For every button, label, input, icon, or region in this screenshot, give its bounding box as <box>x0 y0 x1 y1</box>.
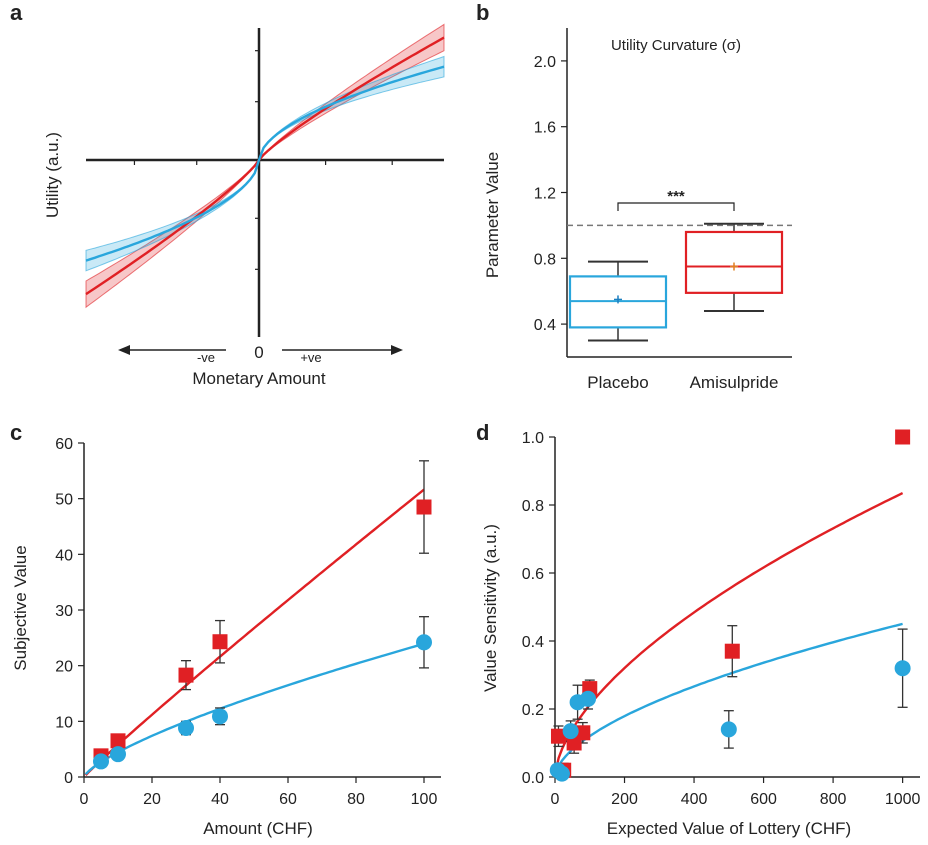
panel-d-x-tick-label: 600 <box>750 791 777 808</box>
panel-c-fit-line-amisulpride <box>84 488 425 776</box>
panel-d-y-tick-label: 0.4 <box>522 634 544 651</box>
panel-d-point-circle <box>580 690 597 707</box>
panel-label-d: d <box>476 420 489 445</box>
panel-b-ylabel: Parameter Value <box>483 152 502 278</box>
panel-a-xlabel: Monetary Amount <box>192 369 326 388</box>
panel-a-band-placebo <box>85 55 445 272</box>
panel-c-x-tick-label: 100 <box>411 791 438 808</box>
panel-c-x-tick-label: 20 <box>143 791 161 808</box>
panel-label-c: c <box>10 420 22 445</box>
panel-d-point-square <box>724 643 740 659</box>
panel-label-a: a <box>10 0 23 25</box>
panel-c-point-circle <box>178 720 194 737</box>
panel-a-utility-chart: -ve 0 +ve Monetary Amount Utility (a.u.) <box>43 23 445 388</box>
panel-a-band-amisulpride <box>85 23 445 309</box>
panel-c-y-tick-label: 30 <box>55 603 73 620</box>
panel-d-ylabel: Value Sensitivity (a.u.) <box>481 524 500 692</box>
panel-c-y-tick-label: 60 <box>55 436 73 453</box>
panel-c-point-square <box>212 634 228 650</box>
panel-a-neg-arrowhead <box>118 345 130 355</box>
panel-b-significance-label: *** <box>667 188 685 205</box>
panel-c-point-square <box>416 499 432 515</box>
panel-c-x-tick-label: 60 <box>279 791 297 808</box>
panel-d-point-square <box>575 725 591 741</box>
panel-c-point-circle <box>212 708 228 725</box>
panel-d-y-tick-label: 1.0 <box>522 430 544 447</box>
panel-d-x-tick-label: 200 <box>611 791 638 808</box>
panel-c-x-tick-label: 80 <box>347 791 365 808</box>
panel-c-y-tick-label: 0 <box>64 770 73 787</box>
panel-a-curve-placebo <box>85 65 445 262</box>
panel-b-box-amisulpride <box>684 230 784 294</box>
panel-d-point-circle <box>553 765 570 782</box>
panel-b-y-tick-label: 2.0 <box>534 54 556 71</box>
panel-c-xlabel: Amount (CHF) <box>203 819 313 838</box>
panel-c-point-circle <box>416 634 432 651</box>
panel-a-pos-label: +ve <box>300 350 321 365</box>
panel-c-point-circle <box>93 753 109 770</box>
panel-b-boxplot: 0.4 0.8 1.2 1.6 2.0 Placebo Amisulpride *** Ut… <box>483 28 792 392</box>
panel-d-y-tick-label: 0.0 <box>522 770 544 787</box>
panel-c-point-square <box>110 733 126 749</box>
panel-d-x-tick-label: 0 <box>551 791 560 808</box>
panel-a-zero-label: 0 <box>254 343 263 362</box>
panel-c-y-tick-label: 10 <box>55 714 73 731</box>
panel-b-title: Utility Curvature (σ) <box>611 37 741 54</box>
panel-b-category-label: Amisulpride <box>690 373 779 392</box>
panel-a-neg-label: -ve <box>197 350 215 365</box>
panel-b-category-label: Placebo <box>587 373 648 392</box>
panel-b-y-tick-label: 0.4 <box>534 317 556 334</box>
panel-d-xlabel: Expected Value of Lottery (CHF) <box>607 819 851 838</box>
panel-c-y-tick-label: 20 <box>55 659 73 676</box>
panel-d-y-tick-label: 0.6 <box>522 566 544 583</box>
panel-label-b: b <box>476 0 489 25</box>
panel-b-y-tick-label: 1.2 <box>534 186 556 203</box>
panel-c-point-circle <box>110 746 126 763</box>
panel-d-point-circle <box>894 660 911 677</box>
panel-d-point-square <box>895 429 911 445</box>
panel-d-point-circle <box>720 721 737 738</box>
panel-c-subjective-value-chart: 0 20 40 60 80 100 0 10 20 30 40 50 60 Amount (CHF) S… <box>11 436 441 838</box>
panel-d-x-tick-label: 400 <box>681 791 708 808</box>
panel-c-point-square <box>178 667 194 683</box>
panel-c-ylabel: Subjective Value <box>11 545 30 670</box>
panel-a-ylabel: Utility (a.u.) <box>43 132 62 218</box>
panel-d-point-square <box>550 728 566 744</box>
panel-d-x-tick-label: 800 <box>820 791 847 808</box>
panel-c-y-tick-label: 50 <box>55 492 73 509</box>
panel-d-fit-line-placebo <box>554 622 903 776</box>
panel-d-point-circle <box>562 723 579 740</box>
panel-c-x-tick-label: 40 <box>211 791 229 808</box>
panel-d-value-sensitivity-chart: 0 200 400 600 800 1000 0.0 0.2 0.4 0.6 0.8 1.0 Expe… <box>481 429 921 838</box>
panel-d-y-tick-label: 0.2 <box>522 702 544 719</box>
panel-c-fit-line-placebo <box>84 642 425 776</box>
panel-b-y-tick-label: 0.8 <box>534 251 556 268</box>
panel-c-y-tick-label: 40 <box>55 547 73 564</box>
panel-d-fit-line-amisulpride <box>554 492 904 775</box>
panel-c-x-tick-label: 0 <box>80 791 89 808</box>
panel-b-y-tick-label: 1.6 <box>534 120 556 137</box>
panel-d-y-tick-label: 0.8 <box>522 498 544 515</box>
panel-a-pos-arrowhead <box>391 345 403 355</box>
panel-b-significance-bracket <box>617 202 735 211</box>
panel-d-x-tick-label: 1000 <box>885 791 921 808</box>
